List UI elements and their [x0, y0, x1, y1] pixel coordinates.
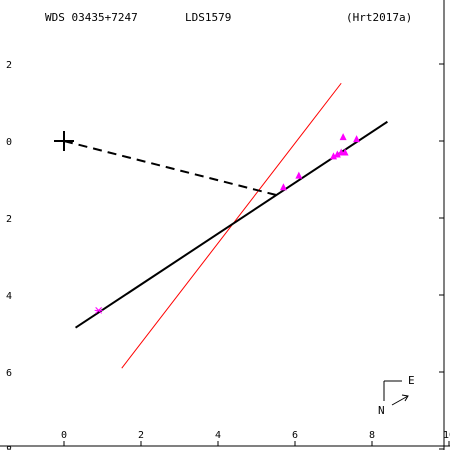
triangle-point [279, 183, 287, 191]
x-tick-label: 4 [215, 430, 221, 441]
data-markers [54, 131, 361, 314]
plot-lines [63, 82, 388, 369]
y-tick-label: 6 [6, 368, 12, 379]
triangle-point [341, 148, 349, 156]
axis-ticks: 0 2 4 6 8 10 2 0 2 4 6 8 [6, 60, 450, 450]
motion-arrow-icon [391, 395, 409, 406]
x-tick-label: 6 [292, 430, 298, 441]
triangle-point [353, 135, 361, 143]
compass-east-label: E [408, 374, 415, 387]
compass-north-label: N [378, 404, 385, 417]
x-tick-label: 0 [61, 430, 67, 441]
chart-title-designation: LDS1579 [185, 11, 231, 24]
triangle-point [339, 133, 347, 141]
y-tick-label: 4 [6, 291, 12, 302]
y-tick-label: 2 [6, 214, 12, 225]
chart-title-wds: WDS 03435+7247 [45, 11, 138, 24]
x-tick-label: 10 [443, 430, 450, 441]
y-tick-label: 0 [6, 137, 12, 148]
x-tick-label: 8 [369, 430, 375, 441]
triangle-point [333, 150, 341, 158]
triangle-point [295, 171, 303, 179]
star-point [94, 307, 103, 314]
x-tick-label: 2 [138, 430, 144, 441]
compass-rose: E N [378, 374, 415, 417]
y-tick-label: 8 [6, 445, 12, 450]
dashed-line [63, 140, 276, 196]
triangle-point [330, 152, 337, 160]
chart-title-reference: (Hrt2017a) [346, 11, 412, 24]
y-tick-label: 2 [6, 60, 12, 71]
